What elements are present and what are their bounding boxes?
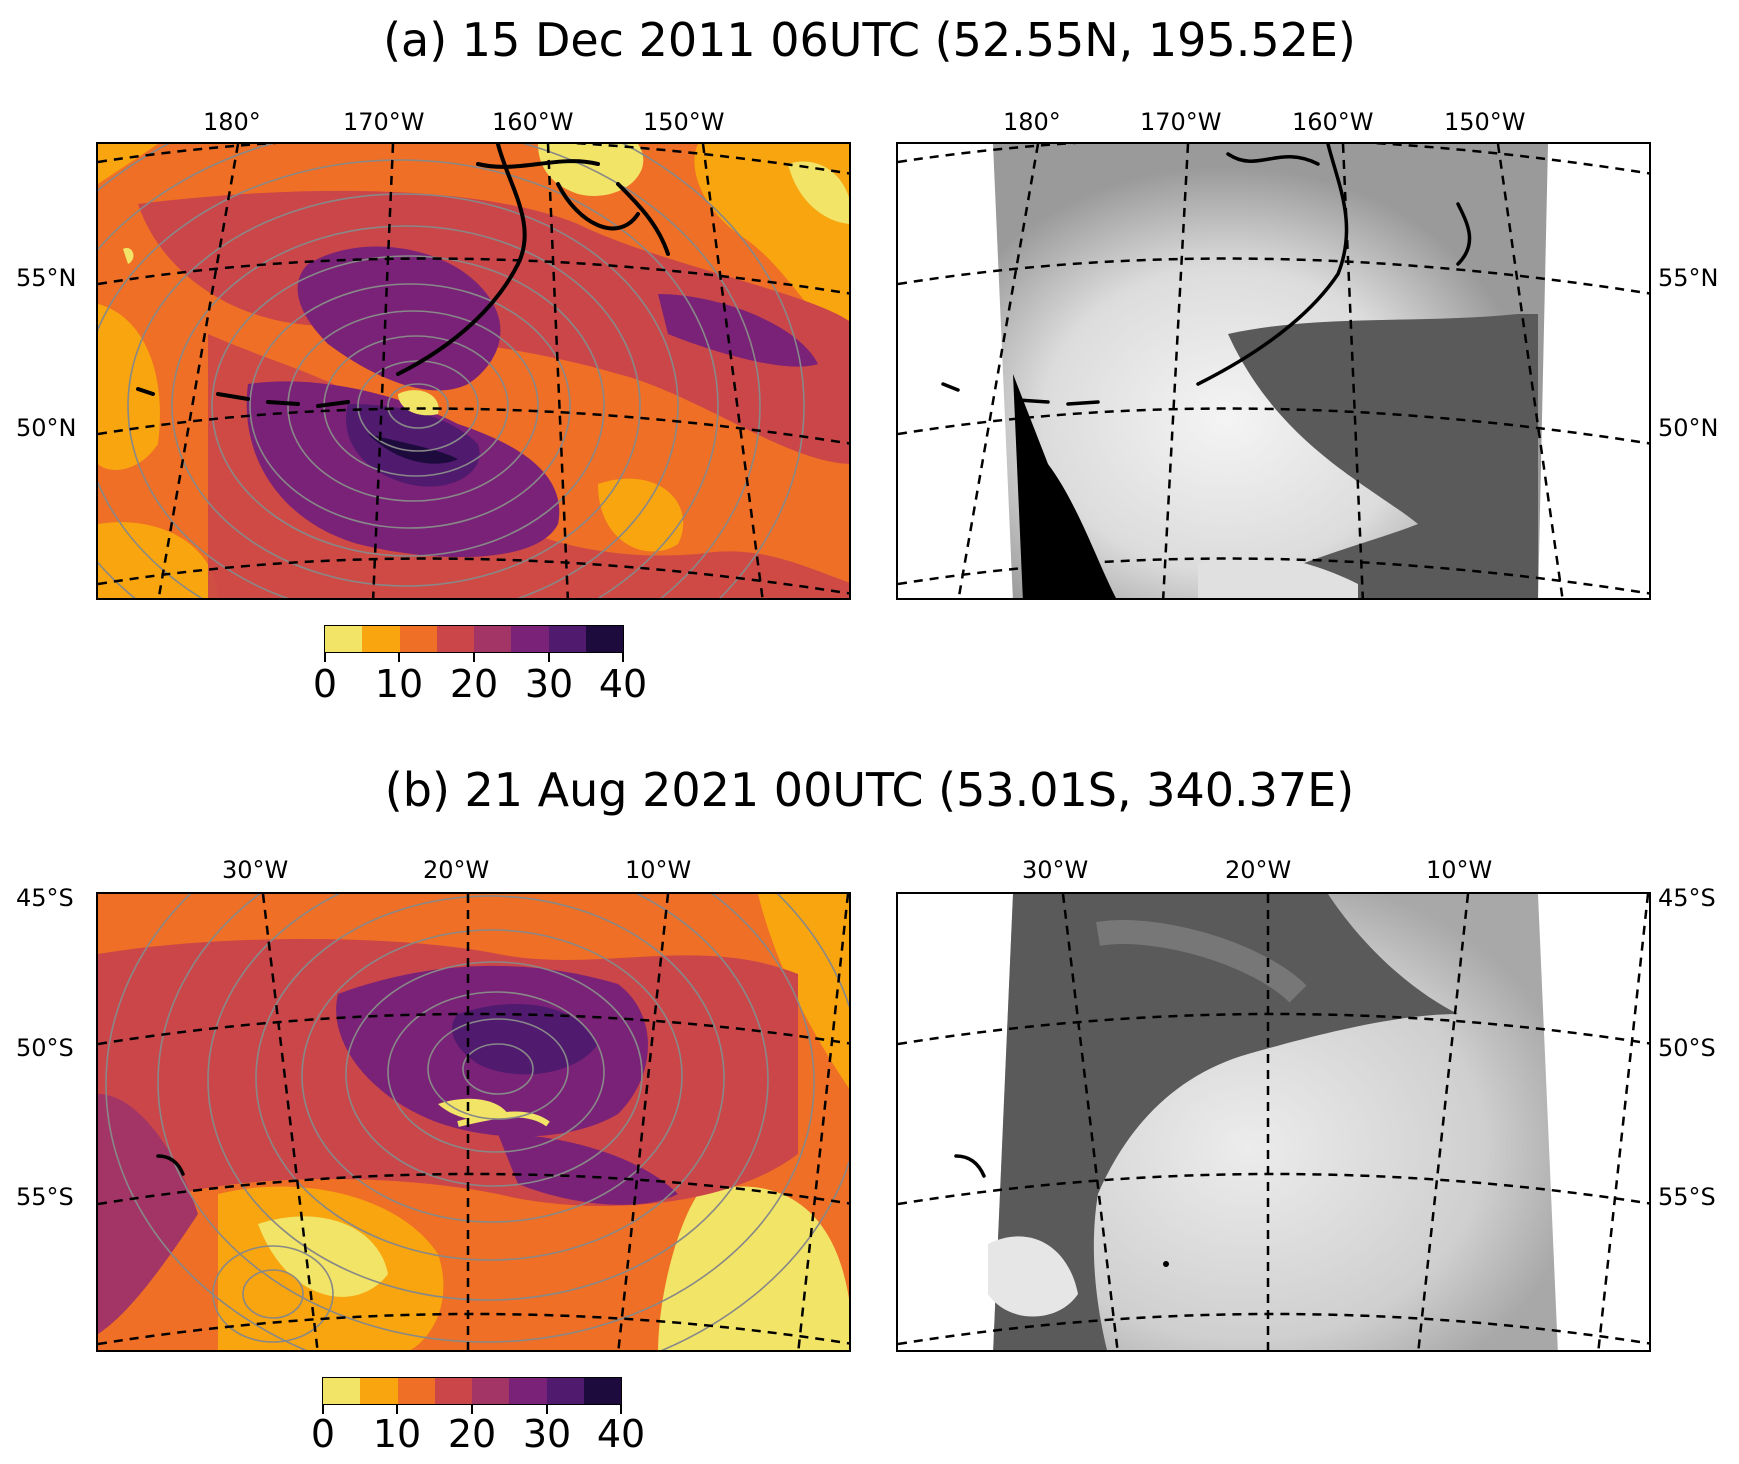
cbar-a-seg-5 bbox=[511, 626, 549, 652]
cbar-a-seg-7 bbox=[585, 626, 623, 652]
a-left-lon-tick-180: 180° bbox=[203, 108, 261, 136]
cbar-a-tick-10: 10 bbox=[374, 662, 424, 706]
a-right-lat-tick-50n: 50°N bbox=[1658, 414, 1719, 442]
cbar-b-seg-0 bbox=[323, 1378, 361, 1404]
a-left-lon-tick-150w: 150°W bbox=[643, 108, 725, 136]
cbar-b-tick-30: 30 bbox=[522, 1412, 572, 1456]
panel-a-colorbar bbox=[324, 625, 624, 653]
panel-b-title: (b) 21 Aug 2021 00UTC (53.01S, 340.37E) bbox=[384, 763, 1355, 817]
b-left-lat-tick-45s: 45°S bbox=[16, 884, 74, 912]
a-right-lon-tick-150w: 150°W bbox=[1444, 108, 1526, 136]
b-left-lat-tick-55s: 55°S bbox=[16, 1183, 74, 1211]
a-right-lon-tick-160w: 160°W bbox=[1292, 108, 1374, 136]
cbar-b-tick-40: 40 bbox=[596, 1412, 646, 1456]
cbar-b-seg-3 bbox=[434, 1378, 472, 1404]
cbar-a-tick-30: 30 bbox=[524, 662, 574, 706]
cbar-a-mark-10 bbox=[398, 652, 400, 662]
cbar-b-tick-0: 0 bbox=[310, 1412, 336, 1456]
b-left-lon-tick-30w: 30°W bbox=[222, 856, 289, 884]
a-right-lon-tick-170w: 170°W bbox=[1140, 108, 1222, 136]
cbar-a-seg-0 bbox=[325, 626, 363, 652]
cbar-a-tick-0: 0 bbox=[312, 662, 338, 706]
panel-b-satellite-svg bbox=[898, 894, 1649, 1350]
cbar-a-seg-6 bbox=[548, 626, 586, 652]
cbar-b-seg-6 bbox=[546, 1378, 584, 1404]
cbar-a-seg-4 bbox=[474, 626, 512, 652]
cbar-a-mark-0 bbox=[324, 652, 326, 662]
b-right-lat-tick-50s: 50°S bbox=[1658, 1034, 1716, 1062]
a-left-lon-tick-160w: 160°W bbox=[492, 108, 574, 136]
b-left-lon-tick-20w: 20°W bbox=[423, 856, 490, 884]
cbar-b-seg-7 bbox=[583, 1378, 621, 1404]
panel-b-wind-svg bbox=[98, 894, 849, 1350]
panel-b-satellite-image bbox=[896, 892, 1651, 1352]
panel-a-wind-map bbox=[96, 142, 851, 600]
cbar-b-seg-1 bbox=[360, 1378, 398, 1404]
b-right-lat-tick-45s: 45°S bbox=[1658, 884, 1716, 912]
a-right-lon-tick-180: 180° bbox=[1003, 108, 1061, 136]
cbar-a-mark-20 bbox=[473, 652, 475, 662]
cbar-b-mark-10 bbox=[396, 1404, 398, 1414]
cbar-a-seg-3 bbox=[436, 626, 474, 652]
panel-b-colorbar bbox=[322, 1377, 622, 1405]
cbar-a-tick-40: 40 bbox=[598, 662, 648, 706]
b-right-lat-tick-55s: 55°S bbox=[1658, 1183, 1716, 1211]
cbar-b-seg-5 bbox=[509, 1378, 547, 1404]
cbar-b-tick-20: 20 bbox=[447, 1412, 497, 1456]
b-left-lat-tick-50s: 50°S bbox=[16, 1034, 74, 1062]
b-right-lon-tick-10w: 10°W bbox=[1426, 856, 1493, 884]
cbar-b-seg-2 bbox=[397, 1378, 435, 1404]
cbar-b-mark-40 bbox=[620, 1404, 622, 1414]
cbar-a-mark-40 bbox=[622, 652, 624, 662]
cbar-a-tick-20: 20 bbox=[449, 662, 499, 706]
panel-b-wind-map bbox=[96, 892, 851, 1352]
cbar-a-seg-1 bbox=[362, 626, 400, 652]
panel-a-satellite-image bbox=[896, 142, 1651, 600]
cbar-b-mark-0 bbox=[322, 1404, 324, 1414]
b-left-lon-tick-10w: 10°W bbox=[625, 856, 692, 884]
cbar-a-seg-2 bbox=[399, 626, 437, 652]
a-left-lat-tick-55n: 55°N bbox=[16, 264, 77, 292]
b-right-lon-tick-20w: 20°W bbox=[1225, 856, 1292, 884]
b-right-lon-tick-30w: 30°W bbox=[1022, 856, 1089, 884]
cbar-b-mark-20 bbox=[471, 1404, 473, 1414]
cbar-b-tick-10: 10 bbox=[372, 1412, 422, 1456]
cbar-b-mark-30 bbox=[546, 1404, 548, 1414]
panel-a-title: (a) 15 Dec 2011 06UTC (52.55N, 195.52E) bbox=[383, 13, 1356, 67]
panel-a-satellite-svg bbox=[898, 144, 1649, 598]
a-left-lon-tick-170w: 170°W bbox=[343, 108, 425, 136]
cbar-a-mark-30 bbox=[548, 652, 550, 662]
a-left-lat-tick-50n: 50°N bbox=[16, 414, 77, 442]
cbar-b-seg-4 bbox=[472, 1378, 510, 1404]
a-right-lat-tick-55n: 55°N bbox=[1658, 264, 1719, 292]
panel-a-wind-svg bbox=[98, 144, 849, 598]
